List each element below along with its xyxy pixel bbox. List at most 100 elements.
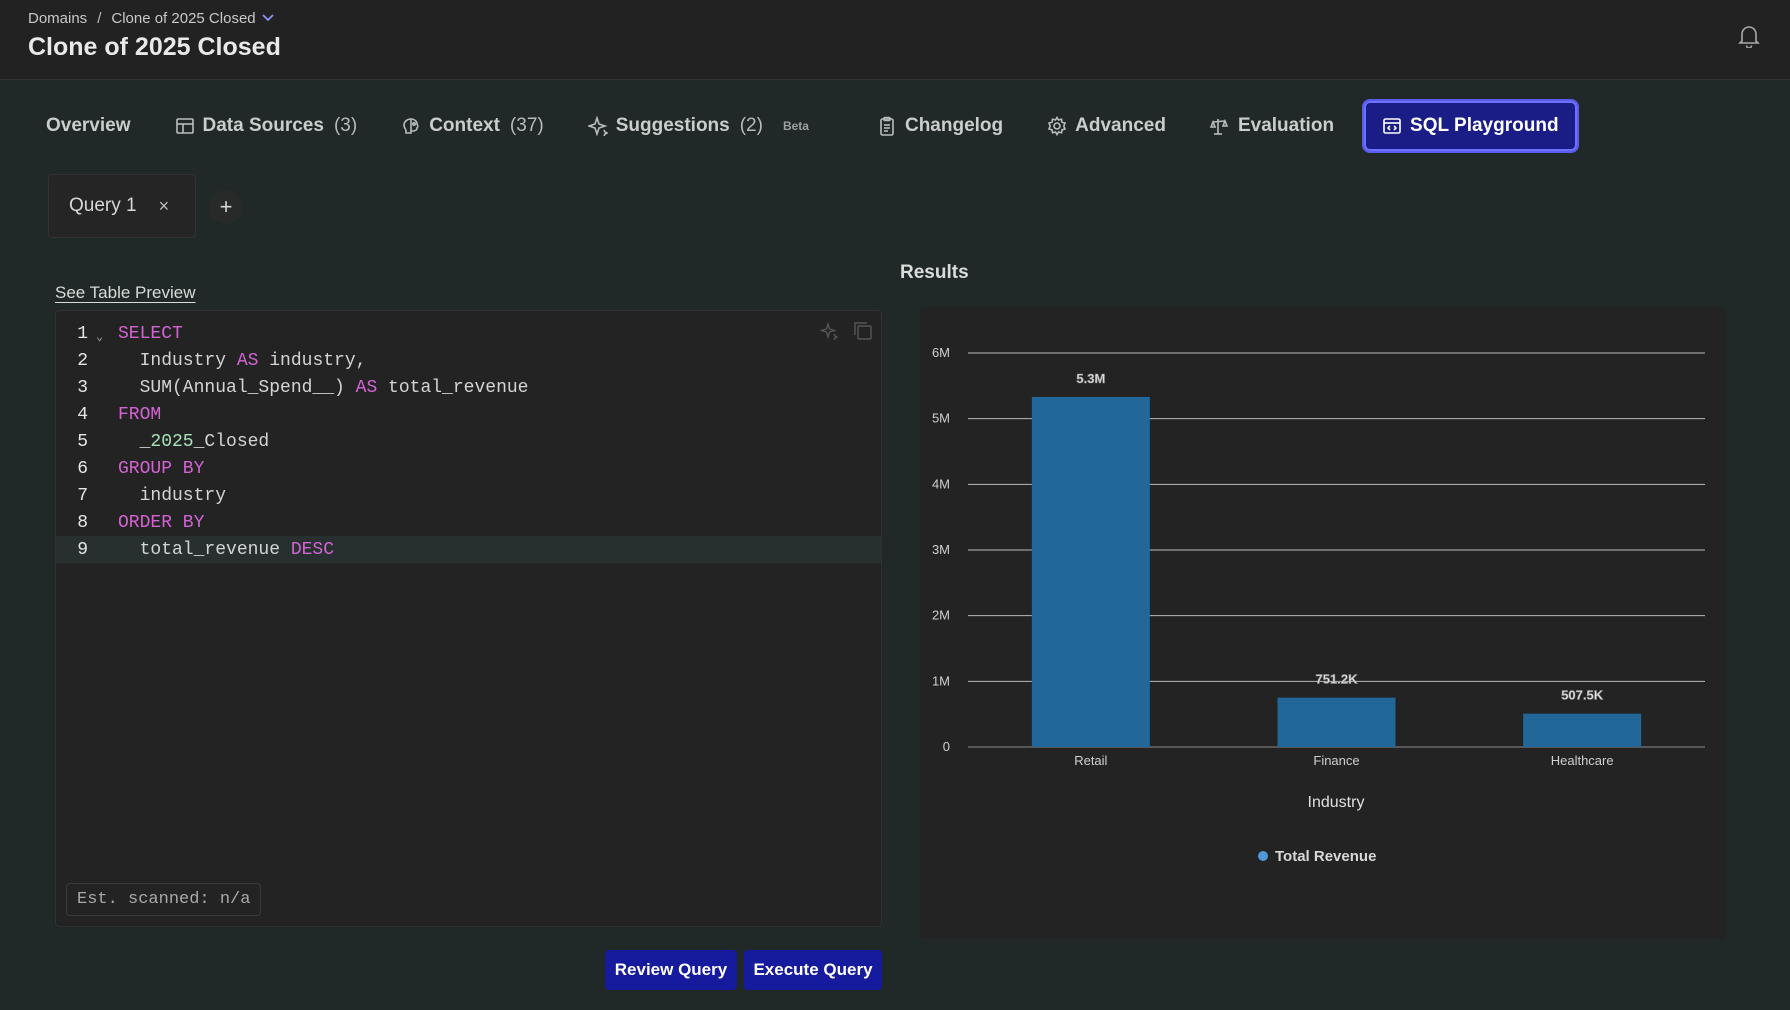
tab-count: (37) xyxy=(509,115,544,136)
y-tick-label: 2M xyxy=(932,608,950,623)
line-number: 2 xyxy=(77,350,88,371)
code-window-icon xyxy=(1383,118,1401,134)
tab-label: Suggestions xyxy=(615,115,730,136)
tab-changelog[interactable]: Changelog xyxy=(861,99,1019,153)
fold-gutter xyxy=(96,358,118,364)
x-tick-label: Healthcare xyxy=(1551,753,1614,768)
query-tab[interactable]: Query 1 × xyxy=(48,174,196,238)
line-number: 1 xyxy=(77,323,88,344)
tab-label: Changelog xyxy=(904,115,1004,136)
review-query-button[interactable]: Review Query xyxy=(605,950,737,990)
tab-data-sources[interactable]: Data Sources (3) xyxy=(159,99,374,153)
chevron-down-icon[interactable] xyxy=(262,13,274,25)
line-number: 5 xyxy=(77,431,88,452)
line-number: 8 xyxy=(77,512,88,533)
fold-gutter xyxy=(96,439,118,445)
table-icon xyxy=(175,118,194,134)
fold-gutter xyxy=(96,520,118,526)
code-text: SUM(Annual_Spend__) AS total_revenue xyxy=(118,377,529,398)
x-tick-label: Finance xyxy=(1313,753,1359,768)
line-number: 9 xyxy=(77,539,88,560)
line-number: 6 xyxy=(77,458,88,479)
y-tick-label: 3M xyxy=(932,542,950,557)
fold-gutter xyxy=(96,547,118,553)
fold-gutter xyxy=(96,493,118,499)
tab-suggestions[interactable]: Suggestions (2) Beta xyxy=(572,99,825,153)
code-text: FROM xyxy=(118,404,162,425)
tab-evaluation[interactable]: Evaluation xyxy=(1194,99,1350,153)
tab-label: Evaluation xyxy=(1237,115,1335,136)
see-table-preview-link[interactable]: See Table Preview xyxy=(55,283,196,302)
y-tick-label: 6M xyxy=(932,345,950,360)
page-title: Clone of 2025 Closed xyxy=(28,33,281,61)
fold-gutter xyxy=(96,466,118,472)
fold-chevron-icon[interactable]: ⌄ xyxy=(96,330,104,344)
line-number: 7 xyxy=(77,485,88,506)
breadcrumb-current[interactable]: Clone of 2025 Closed xyxy=(111,10,256,27)
code-text: GROUP BY xyxy=(118,458,205,479)
data-label: 751.2K xyxy=(1316,672,1359,687)
editor-toolbar xyxy=(819,321,873,341)
execute-query-button[interactable]: Execute Query xyxy=(744,950,882,990)
estimated-scanned-badge: Est. scanned: n/a xyxy=(66,883,262,916)
code-text: Industry AS industry, xyxy=(118,350,367,371)
code-line[interactable]: 2 Industry AS industry, xyxy=(56,347,881,374)
tab-advanced[interactable]: Advanced xyxy=(1031,99,1182,153)
query-tab-label: Query 1 xyxy=(69,195,137,216)
y-tick-label: 5M xyxy=(932,411,950,426)
sparkle-icon[interactable] xyxy=(819,321,839,341)
bell-icon[interactable] xyxy=(1738,24,1760,49)
code-line[interactable]: 5 _2025_Closed xyxy=(56,428,881,455)
tab-context[interactable]: Context (37) xyxy=(385,99,560,153)
beta-badge: Beta xyxy=(782,119,809,133)
bar xyxy=(1031,396,1150,747)
code-line[interactable]: 8 ORDER BY xyxy=(56,509,881,536)
code-text: SELECT xyxy=(118,323,183,344)
code-text: total_revenue DESC xyxy=(118,539,335,560)
add-query-tab-button[interactable]: + xyxy=(209,190,243,224)
results-title: Results xyxy=(900,262,969,283)
tab-label: SQL Playground xyxy=(1410,115,1559,136)
brain-icon xyxy=(403,118,419,134)
y-tick-label: 0 xyxy=(943,739,950,754)
tab-overview[interactable]: Overview xyxy=(30,99,147,153)
tab-label: Data Sources xyxy=(202,115,324,136)
code-text: industry xyxy=(118,485,227,506)
domain-tabs: Overview Data Sources (3) Context (37) S… xyxy=(30,92,1591,160)
bar-chart: 0 1M 2M 3M 4M 5M 6M 5.3M Retail 751.2K Finance 507.… xyxy=(932,345,1705,865)
tab-sql-playground[interactable]: SQL Playground xyxy=(1362,99,1579,153)
code-line[interactable]: 7 industry xyxy=(56,482,881,509)
line-number: 4 xyxy=(77,404,88,425)
fold-gutter xyxy=(96,385,118,391)
results-chart-panel: 0 1M 2M 3M 4M 5M 6M 5.3M Retail 751.2K Finance 507.… xyxy=(920,307,1726,939)
fold-gutter xyxy=(96,412,118,418)
clipboard-icon xyxy=(880,116,894,136)
gear-icon xyxy=(1048,116,1067,136)
sql-editor[interactable]: 1 ⌄ SELECT 2 Industry AS industry, 3 SUM(Ann… xyxy=(55,310,882,927)
data-label: 507.5K xyxy=(1561,688,1604,703)
tab-label: Advanced xyxy=(1075,115,1166,136)
code-line[interactable]: 3 SUM(Annual_Spend__) AS total_revenue xyxy=(56,374,881,401)
top-header: Domains / Clone of 2025 Closed Clone of … xyxy=(0,0,1790,80)
code-line[interactable]: 1 ⌄ SELECT xyxy=(56,320,881,347)
x-tick-label: Retail xyxy=(1074,753,1107,768)
breadcrumb-separator: / xyxy=(97,10,102,27)
tab-count: (3) xyxy=(333,115,358,136)
tab-count: (2) xyxy=(739,115,763,136)
code-line[interactable]: 4 FROM xyxy=(56,401,881,428)
breadcrumb: Domains / Clone of 2025 Closed xyxy=(28,10,274,27)
copy-icon[interactable] xyxy=(853,321,873,341)
code-line[interactable]: 9 total_revenue DESC xyxy=(56,536,881,563)
x-axis-label: Industry xyxy=(1308,794,1365,811)
tab-label: Context xyxy=(429,115,500,136)
tab-label: Overview xyxy=(46,115,131,136)
code-text: _2025_Closed xyxy=(118,431,270,452)
close-icon[interactable]: × xyxy=(158,195,170,216)
legend-dot-icon xyxy=(1258,851,1268,861)
code-line[interactable]: 6 GROUP BY xyxy=(56,455,881,482)
y-tick-label: 4M xyxy=(932,476,950,491)
bar xyxy=(1523,713,1642,747)
breadcrumb-domains-link[interactable]: Domains xyxy=(28,10,88,27)
legend-label: Total Revenue xyxy=(1275,848,1376,865)
bar xyxy=(1277,697,1396,747)
